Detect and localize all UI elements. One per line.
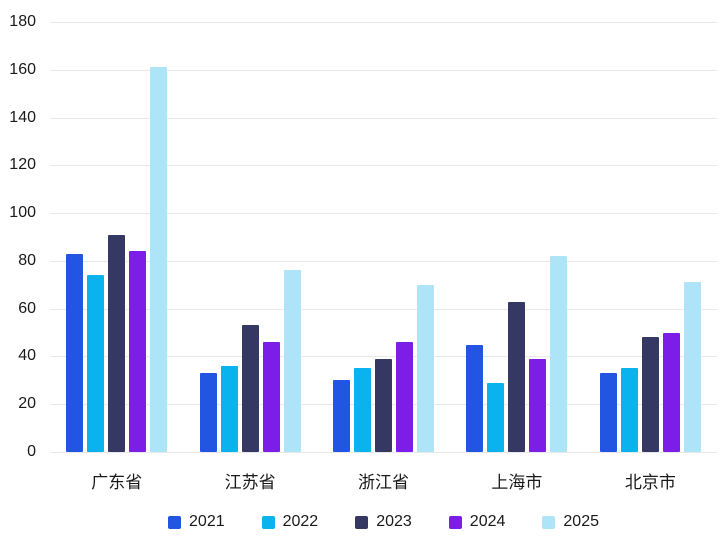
bar-2021-上海市 — [466, 344, 484, 452]
gridline — [50, 69, 717, 71]
legend-label: 2025 — [563, 513, 599, 530]
bar-2025-江苏省 — [283, 270, 301, 452]
legend-item-2024: 2024 — [448, 513, 506, 530]
bar-2022-江苏省 — [220, 366, 238, 452]
legend: 2021 2022 2023 2024 2025 — [50, 514, 717, 530]
legend-label: 2024 — [469, 513, 506, 530]
legend-item-2023: 2023 — [355, 514, 412, 530]
y-axis-tick-label: 180 — [9, 13, 36, 30]
gridline — [50, 356, 717, 358]
y-axis-tick-label: 140 — [9, 108, 36, 126]
bar-2024-江苏省 — [262, 342, 280, 452]
gridline — [50, 117, 717, 119]
bar-2023-江苏省 — [241, 325, 259, 452]
gridline — [50, 260, 717, 262]
bar-2023-北京市 — [641, 337, 659, 452]
gridline — [50, 22, 717, 23]
bar-2021-江苏省 — [199, 373, 217, 452]
gridline — [50, 213, 717, 215]
bar-2024-浙江省 — [396, 342, 414, 452]
y-axis-tick-label: 0 — [27, 443, 36, 460]
x-axis-category-label: 广东省 — [91, 473, 143, 492]
bar-2022-北京市 — [620, 368, 638, 452]
y-axis-tick-label: 80 — [18, 251, 36, 269]
y-axis-tick-label: 40 — [18, 347, 36, 365]
bar-2023-广东省 — [108, 234, 126, 452]
bar-2024-北京市 — [662, 332, 680, 452]
x-axis: 广东省 江苏省 浙江省 上海市 北京市 — [50, 468, 717, 493]
gridline — [50, 308, 717, 310]
legend-label: 2022 — [282, 513, 319, 530]
bar-2024-上海市 — [529, 358, 547, 452]
y-axis-tick-label: 20 — [18, 395, 36, 413]
legend-color-swatch — [261, 515, 275, 529]
legend-color-swatch — [542, 515, 556, 529]
gridline — [50, 165, 717, 167]
bar-2022-上海市 — [487, 382, 505, 452]
bar-2021-北京市 — [599, 373, 617, 452]
bar-2024-广东省 — [129, 251, 147, 452]
legend-item-2025: 2025 — [542, 514, 599, 530]
plot-area — [50, 22, 717, 452]
y-axis-tick-label: 60 — [18, 299, 36, 317]
x-axis-category-label: 北京市 — [624, 473, 676, 492]
bar-2025-北京市 — [683, 282, 701, 452]
bar-2021-广东省 — [66, 253, 84, 452]
bar-2025-广东省 — [150, 67, 168, 452]
bar-group-江苏省 — [183, 22, 316, 452]
legend-label: 2023 — [376, 513, 412, 530]
bar-2025-上海市 — [550, 256, 568, 452]
x-axis-category-label: 上海市 — [491, 473, 543, 492]
bar-group-浙江省 — [317, 22, 450, 452]
bar-2022-浙江省 — [354, 368, 372, 452]
bar-group-上海市 — [450, 22, 583, 452]
y-axis-tick-label: 100 — [9, 204, 36, 222]
bar-group-广东省 — [50, 22, 183, 452]
legend-color-swatch — [355, 515, 369, 529]
gridline — [50, 452, 717, 453]
legend-color-swatch — [168, 515, 182, 529]
bar-2023-浙江省 — [375, 358, 393, 452]
bar-2023-上海市 — [508, 301, 526, 452]
legend-label: 2021 — [189, 513, 225, 530]
legend-item-2022: 2022 — [261, 513, 319, 530]
y-axis-tick-label: 160 — [9, 60, 36, 78]
x-axis-category-label: 浙江省 — [358, 473, 410, 492]
bar-group-北京市 — [584, 22, 717, 452]
bar-2025-浙江省 — [417, 284, 435, 452]
legend-color-swatch — [448, 515, 462, 529]
legend-item-2021: 2021 — [168, 514, 225, 530]
x-axis-category-label: 江苏省 — [224, 473, 276, 492]
y-axis-tick-label: 120 — [9, 156, 36, 174]
bar-2021-浙江省 — [333, 380, 351, 452]
bar-2022-广东省 — [87, 275, 105, 452]
